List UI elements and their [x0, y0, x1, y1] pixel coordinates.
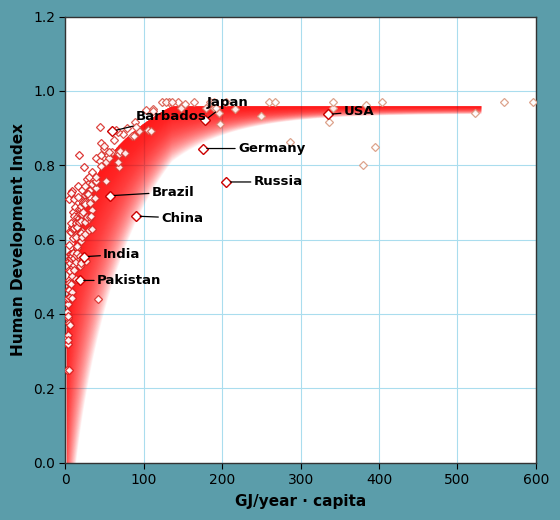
Text: Brazil: Brazil	[114, 186, 194, 199]
Text: China: China	[140, 212, 203, 225]
Text: USA: USA	[332, 105, 374, 118]
Text: Russia: Russia	[230, 175, 303, 188]
Text: Japan: Japan	[207, 96, 248, 118]
Text: Germany: Germany	[207, 142, 305, 155]
X-axis label: GJ/year · capita: GJ/year · capita	[235, 494, 366, 509]
Y-axis label: Human Development Index: Human Development Index	[11, 123, 26, 356]
Text: Barbados: Barbados	[116, 110, 207, 130]
Text: India: India	[88, 248, 141, 261]
Text: Pakistan: Pakistan	[84, 274, 161, 287]
